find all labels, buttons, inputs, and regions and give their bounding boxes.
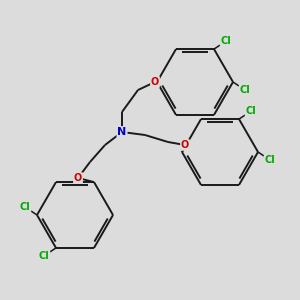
Text: Cl: Cl xyxy=(246,106,256,116)
Text: Cl: Cl xyxy=(20,202,30,212)
Text: Cl: Cl xyxy=(240,85,250,95)
Text: N: N xyxy=(117,127,127,137)
Text: O: O xyxy=(151,77,159,87)
Text: Cl: Cl xyxy=(265,155,275,165)
Text: O: O xyxy=(181,140,189,150)
Text: Cl: Cl xyxy=(220,36,231,46)
Text: O: O xyxy=(74,173,82,183)
Text: Cl: Cl xyxy=(39,251,50,261)
